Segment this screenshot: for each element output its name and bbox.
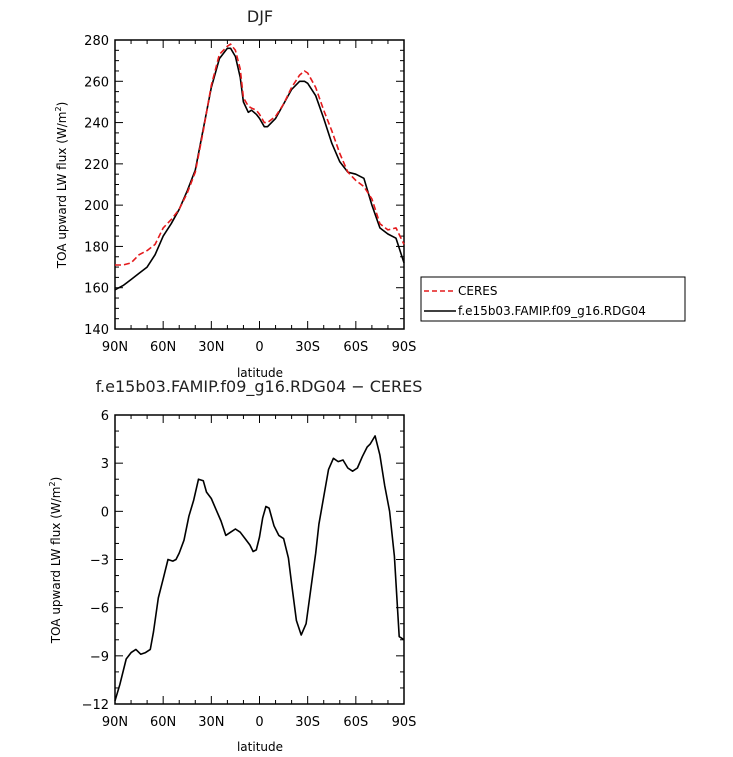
bottom-x-tick-label: 90S [392,715,417,730]
bottom-axis-ticks [114,414,405,705]
top-x-tick-label: 60S [343,340,368,355]
top-y-tick-label: 280 [84,34,109,49]
bottom-chart-title: f.e15b03.FAMIP.f09_g16.RDG04 − CERES [96,377,423,397]
bottom-x-tick-label: 30S [295,715,320,730]
legend: CERES f.e15b03.FAMIP.f09_g16.RDG04 [420,276,686,322]
bottom-series-line-difference [114,435,405,702]
bottom-x-tick-label: 90N [102,715,128,730]
bottom-y-tick-label: 6 [101,409,109,424]
bottom-series-lines [114,435,405,702]
top-x-tick-label: 90S [392,340,417,355]
bottom-x-tick-label: 30N [198,715,224,730]
top-y-tick-label: 160 [84,282,109,297]
top-series-lines [114,43,405,291]
top-chart-title: DJF [247,7,273,26]
top-series-line-f-e15b03-famip-f09-g16-rdg04 [114,47,405,291]
top-y-tick-label: 200 [84,199,109,214]
legend-box [420,276,686,322]
top-y-tick-label: 260 [84,75,109,90]
top-x-tick-label: 60N [150,340,176,355]
top-x-tick-label: 30S [295,340,320,355]
top-y-tick-label: 140 [84,323,109,338]
top-x-tick-label: 90N [102,340,128,355]
bottom-y-tick-label: 3 [101,457,109,472]
bottom-panel: f.e15b03.FAMIP.f09_g16.RDG04 − CERES 90N… [48,377,422,754]
bottom-x-tick-labels: 90N 60N 30N 0 30S 60S 90S [102,715,417,730]
top-y-tick-label: 180 [84,240,109,255]
bottom-y-tick-labels: −12 −9 −6 −3 0 3 6 [82,409,109,713]
bottom-y-tick-label: −12 [82,698,109,713]
bottom-y-tick-label: −3 [90,554,109,569]
bottom-y-tick-label: −9 [90,650,109,665]
top-y-tick-label: 220 [84,158,109,173]
legend-model-label: f.e15b03.FAMIP.f09_g16.RDG04 [458,304,646,318]
top-axis-ticks [114,39,405,330]
top-x-tick-labels: 90N 60N 30N 0 30S 60S 90S [102,340,417,355]
top-x-tick-label: 0 [255,340,263,355]
top-x-tick-label: 30N [198,340,224,355]
bottom-x-tick-label: 60N [150,715,176,730]
top-y-axis-label: TOA upward LW flux (W/m2) [54,102,69,270]
top-x-axis-label: latitude [237,366,283,380]
top-y-tick-label: 240 [84,117,109,132]
top-panel: DJF 90N 60N 30N 0 30S 60S 90S 140 160 180 200 220 2… [54,7,416,380]
bottom-y-axis-label: TOA upward LW flux (W/m2) [48,477,63,645]
top-series-line-ceres [115,43,405,266]
bottom-x-tick-label: 0 [255,715,263,730]
bottom-y-tick-label: 0 [101,505,109,520]
bottom-x-tick-label: 60S [343,715,368,730]
legend-ceres-label: CERES [458,284,498,298]
bottom-x-axis-label: latitude [237,740,283,754]
top-y-tick-labels: 140 160 180 200 220 240 260 280 [84,34,109,338]
bottom-plot-frame [114,414,405,705]
bottom-y-tick-label: −6 [90,602,109,617]
